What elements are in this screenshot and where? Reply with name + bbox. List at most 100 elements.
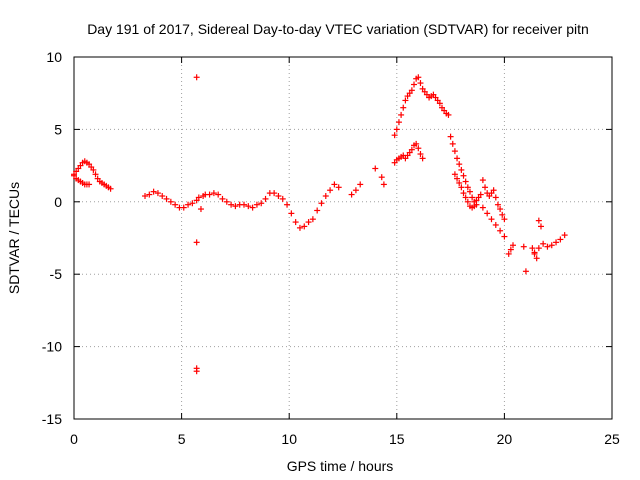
data-point [284,201,291,208]
data-point [501,216,508,223]
data-point [402,97,409,104]
data-point [436,100,443,107]
data-point [314,207,321,214]
data-point [553,239,560,246]
data-point [462,178,469,185]
data-point [458,166,465,173]
data-point [185,201,192,208]
data-point [540,240,547,247]
data-point [249,204,256,211]
data-point [241,201,248,208]
data-point [398,111,405,118]
data-point [296,224,303,231]
data-point [492,221,499,228]
data-point [372,165,379,172]
data-point [408,87,415,94]
data-point [499,211,506,218]
data-point [477,191,484,198]
data-point [195,194,202,201]
data-point [548,242,555,249]
data-point [454,155,461,162]
data-point [193,74,200,81]
data-point [454,175,461,182]
data-point [507,246,514,253]
data-point [352,187,359,194]
y-tick-label: 10 [46,49,62,65]
data-point [497,206,504,213]
data-point [258,200,265,207]
data-point [411,81,418,88]
data-point [245,203,252,210]
data-point [544,243,551,250]
data-point [492,194,499,201]
x-tick-label: 15 [389,431,405,447]
x-tick-label: 20 [497,431,513,447]
data-point [484,210,491,217]
data-point [531,249,538,256]
data-point [533,255,540,262]
data-point [206,191,213,198]
data-point [142,193,149,200]
data-point [415,145,422,152]
data-point [561,232,568,239]
data-point [449,140,456,147]
data-point [172,201,179,208]
data-point [413,140,420,147]
data-point [490,187,497,194]
data-point [482,184,489,191]
x-tick-label: 25 [604,431,620,447]
data-point [456,179,463,186]
data-point [479,177,486,184]
data-point [86,181,93,188]
data-point [197,206,204,213]
data-point [357,181,364,188]
data-point [288,210,295,217]
data-point [458,184,465,191]
data-point [535,217,542,224]
data-point [537,223,544,230]
data-point [391,132,398,139]
data-point [322,193,329,200]
data-point [408,146,415,153]
data-point [464,198,471,205]
data-point [479,204,486,211]
data-point [309,216,316,223]
y-tick-label: -5 [50,266,63,282]
data-point [228,201,235,208]
data-point [535,245,542,252]
data-point [460,190,467,197]
data-point [417,80,424,87]
data-point [510,242,517,249]
data-point [107,185,114,192]
data-point [497,227,504,234]
data-point [275,193,282,200]
data-point [327,187,334,194]
data-point [462,194,469,201]
y-tick-label: -15 [42,411,62,427]
data-point [193,368,200,375]
x-tick-label: 5 [178,431,186,447]
y-tick-label: 5 [54,121,62,137]
data-point [380,181,387,188]
data-point [471,203,478,210]
data-point [393,126,400,133]
data-point [90,166,97,173]
data-point [232,203,239,210]
data-point [505,250,512,257]
data-point [193,239,200,246]
data-point [189,200,196,207]
data-point [163,195,170,202]
data-point [445,111,452,118]
data-point [335,184,342,191]
data-point [279,195,286,202]
data-point [466,188,473,195]
data-point [419,155,426,162]
data-point [180,204,187,211]
data-point [451,171,458,178]
x-tick-label: 0 [70,431,78,447]
grid [74,57,612,419]
data-point [501,233,508,240]
data-point [301,223,308,230]
data-point [223,198,230,205]
